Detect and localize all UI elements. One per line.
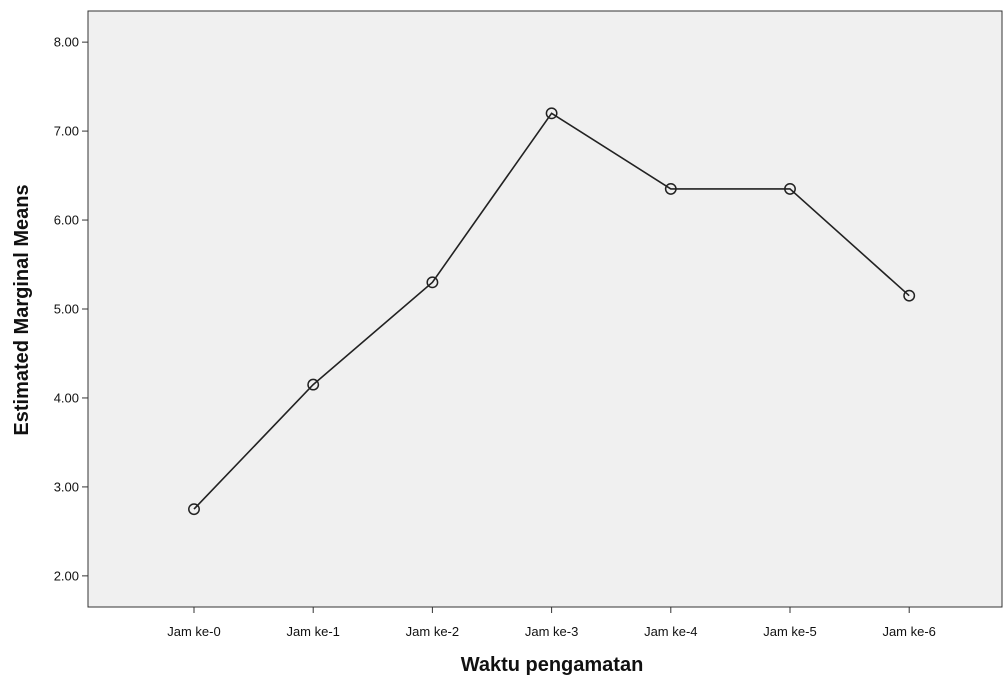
- x-axis-ticks: Jam ke-0 Jam ke-1 Jam ke-2 Jam ke-3 Jam ke-4…: [167, 607, 936, 639]
- y-tick-label: 6.00: [54, 213, 79, 228]
- y-axis-ticks: 2.00 3.00 4.00 5.00 6.00 7.00 8.00: [54, 35, 88, 583]
- data-point: [188, 503, 200, 516]
- data-point: [664, 182, 677, 195]
- y-tick-label: 8.00: [54, 35, 79, 50]
- x-tick-label: Jam ke-3: [525, 624, 578, 639]
- y-tick-label: 2.00: [54, 568, 79, 583]
- x-tick-label: Jam ke-1: [286, 624, 339, 639]
- plot-area: [87, 10, 1003, 608]
- y-tick-label: 7.00: [54, 124, 79, 139]
- data-point: [545, 107, 558, 120]
- data-point: [307, 378, 320, 391]
- data-markers: [188, 107, 916, 516]
- y-axis-title: Estimated Marginal Means: [11, 184, 33, 435]
- y-tick-label: 4.00: [54, 390, 79, 405]
- x-tick-label: Jam ke-6: [882, 624, 935, 639]
- data-point: [903, 289, 916, 302]
- x-tick-label: Jam ke-4: [644, 624, 697, 639]
- data-point: [784, 182, 796, 195]
- x-tick-label: Jam ke-5: [763, 624, 816, 639]
- series-line: [193, 112, 910, 510]
- x-tick-label: Jam ke-0: [167, 624, 220, 639]
- x-tick-label: Jam ke-2: [406, 624, 459, 639]
- y-tick-label: 5.00: [54, 302, 79, 317]
- y-tick-label: 3.00: [54, 479, 79, 494]
- x-axis-title: Waktu pengamatan: [461, 654, 644, 676]
- data-point: [426, 276, 439, 289]
